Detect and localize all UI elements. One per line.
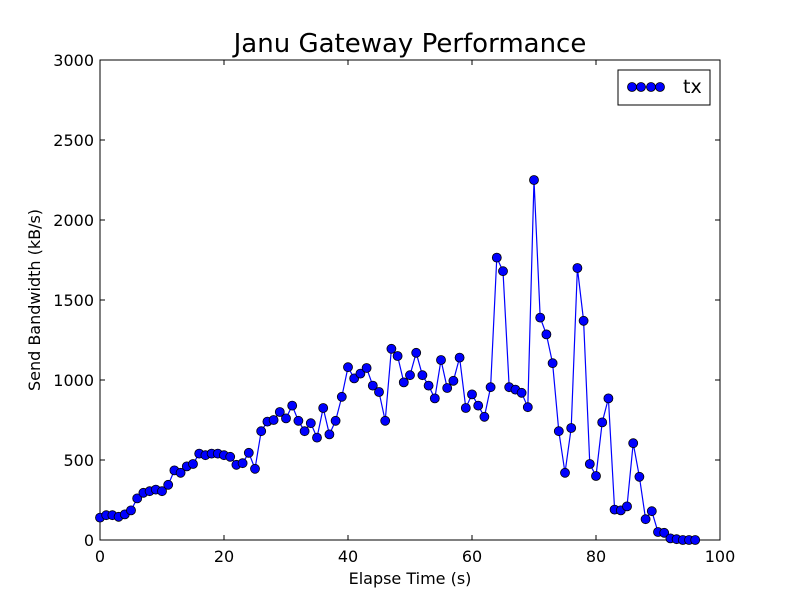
data-point [175,467,186,478]
data-point [361,363,372,373]
data-point [541,329,552,340]
data-point [529,175,539,185]
data-point [659,527,670,538]
data-point [591,471,601,481]
legend-marker [636,82,646,92]
chart-title: Janu Gateway Performance [232,29,587,59]
data-point [343,362,353,373]
data-point [473,400,484,411]
legend: tx [617,69,711,106]
data-point [281,413,291,424]
x-tick-label: 60 [462,547,482,566]
series-tx [95,175,701,545]
data-point [405,370,415,381]
data-point [250,463,260,474]
y-tick-label: 1000 [53,371,94,390]
data-point [522,402,533,413]
axis-ticks [99,59,721,541]
data-point [256,426,267,437]
data-point [318,403,329,413]
data-point [268,415,279,425]
y-tick-label: 1500 [53,291,94,310]
data-point [330,415,341,426]
data-point [157,486,167,497]
data-point [479,411,490,422]
data-point [547,358,558,369]
legend-marker [627,82,637,92]
data-point [287,400,298,411]
data-point [597,417,608,428]
data-point [398,377,409,388]
data-point [411,347,422,358]
data-point [603,393,614,404]
x-tick-label: 80 [586,547,606,566]
data-point [578,315,589,326]
y-tick-label: 2500 [53,131,94,150]
data-point [640,514,651,525]
x-axis-label: Elapse Time (s) [349,569,472,588]
legend-label-tx: tx [683,76,702,98]
y-tick-label: 2000 [53,211,94,230]
data-point [566,423,577,433]
data-point [628,438,639,449]
data-point [690,535,701,545]
data-point [584,459,595,469]
data-point [454,352,465,363]
data-point [423,380,434,391]
data-point [132,493,143,504]
data-point [380,415,391,426]
data-point [225,451,236,462]
data-point [293,415,304,426]
plot-area [99,59,721,541]
x-tick-label: 40 [338,547,358,566]
y-axis-label: Send Bandwidth (kB/s) [25,209,44,391]
data-point [485,382,496,393]
legend-marker [646,82,656,92]
data-point [374,387,384,397]
data-point [442,383,453,393]
data-point [467,389,477,400]
data-point [163,479,174,490]
data-point [305,418,316,429]
data-point [355,368,366,379]
data-point [312,432,322,443]
data-point [634,471,645,482]
data-point [367,380,378,391]
data-point [336,391,347,402]
y-tick-label: 500 [63,451,94,470]
data-point [237,458,248,469]
y-tick-label: 3000 [53,51,94,70]
data-point [299,426,310,437]
data-point [516,387,527,398]
x-tick-label: 100 [705,547,736,566]
data-point [274,407,285,417]
data-point [448,375,459,386]
x-tick-label: 20 [214,547,234,566]
data-point [460,403,471,413]
data-point [535,312,546,323]
legend-marker [655,82,665,92]
data-point [560,467,570,478]
y-tick-label: 0 [84,531,94,550]
data-point [498,266,508,277]
data-point [243,447,254,458]
x-tick-label: 0 [95,547,105,566]
data-point [429,393,440,404]
data-point [646,506,657,517]
data-point [126,505,136,516]
data-point [188,459,198,469]
data-point [386,343,397,354]
data-point [436,355,446,365]
data-point [491,252,502,263]
data-point [553,426,564,437]
data-point [572,263,583,273]
data-point [417,370,428,381]
data-point [622,501,632,512]
data-point [392,351,403,361]
data-point [324,429,335,440]
